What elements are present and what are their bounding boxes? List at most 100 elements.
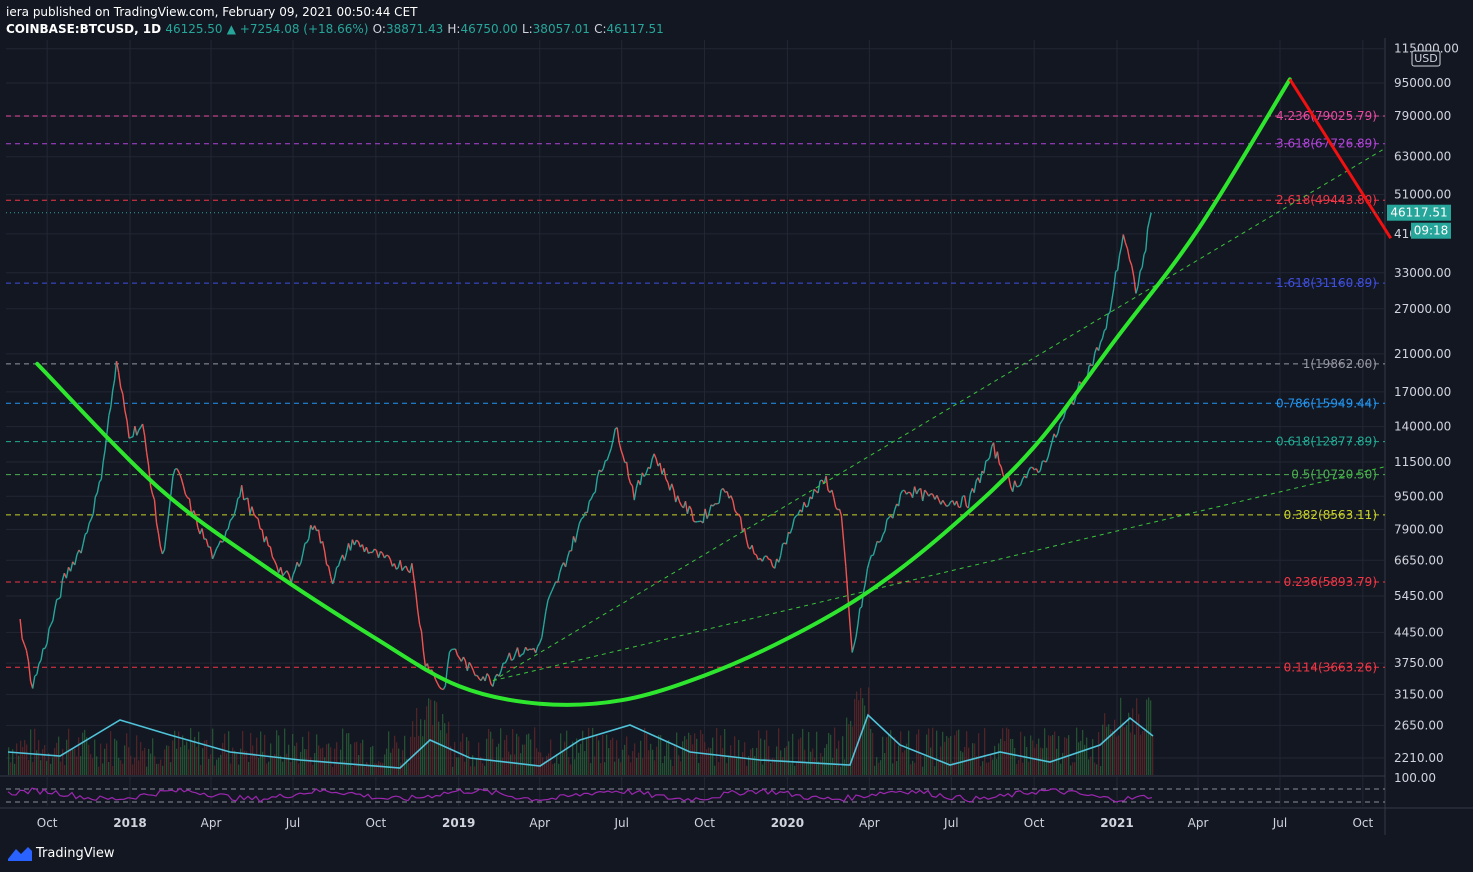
fib-level-label: 0.618(12877.89) bbox=[1276, 435, 1377, 449]
volume-bar bbox=[296, 742, 298, 775]
price-candle bbox=[353, 539, 358, 546]
price-candle bbox=[23, 643, 28, 651]
volume-bar bbox=[262, 751, 264, 775]
price-candle bbox=[136, 429, 140, 436]
volume-bar bbox=[986, 762, 988, 775]
volume-bar bbox=[822, 756, 824, 775]
y-tick-label: 51000.00 bbox=[1394, 188, 1451, 202]
volume-bar bbox=[142, 750, 144, 775]
volume-bar bbox=[368, 764, 370, 775]
cup-curve[interactable] bbox=[35, 77, 1292, 707]
volume-bar bbox=[84, 729, 86, 775]
volume-bar bbox=[126, 733, 128, 775]
tradingview-brand[interactable]: TradingView bbox=[8, 845, 115, 861]
x-tick-label: Oct bbox=[37, 816, 58, 830]
volume-bar bbox=[980, 766, 982, 775]
price-candle bbox=[61, 573, 65, 581]
x-tick-label: 2019 bbox=[442, 816, 475, 830]
price-candle bbox=[280, 567, 284, 576]
price-candle bbox=[541, 624, 545, 638]
price-candle bbox=[149, 485, 154, 495]
price-candle bbox=[673, 490, 677, 503]
price-candle bbox=[706, 512, 710, 519]
volume-bar bbox=[554, 763, 556, 775]
volume-bar bbox=[558, 763, 560, 775]
high-label: H: bbox=[447, 22, 461, 36]
symbol-name[interactable]: COINBASE:BTCUSD, 1D bbox=[6, 22, 162, 36]
volume-bar bbox=[272, 755, 274, 775]
volume-bar bbox=[24, 740, 26, 775]
volume-bar bbox=[1084, 744, 1086, 775]
projection-line[interactable] bbox=[1288, 78, 1393, 240]
volume-bar bbox=[798, 739, 800, 775]
currency-badge[interactable] bbox=[1411, 50, 1441, 67]
volume-bar bbox=[212, 728, 214, 775]
volume-bar bbox=[1136, 698, 1138, 775]
price-candle bbox=[659, 462, 663, 475]
volume-bar bbox=[488, 729, 490, 775]
price-candle bbox=[286, 570, 290, 576]
volume-bar bbox=[160, 759, 162, 775]
volume-ma-line bbox=[7, 713, 1154, 769]
price-candle bbox=[508, 652, 513, 661]
price-candle bbox=[751, 545, 755, 554]
volume-bar bbox=[828, 732, 830, 775]
trendline-lower[interactable] bbox=[492, 466, 1386, 682]
volume-bar bbox=[122, 763, 124, 775]
price-candle bbox=[948, 501, 952, 506]
volume-bar bbox=[894, 737, 896, 775]
price-candle bbox=[712, 503, 716, 507]
volume-bar bbox=[606, 734, 608, 775]
volume-bar bbox=[634, 743, 636, 775]
y-tick-label: 14000.00 bbox=[1394, 420, 1451, 434]
price-candle bbox=[446, 652, 451, 668]
price-candle bbox=[516, 647, 521, 658]
price-candle bbox=[357, 541, 362, 548]
volume-bar bbox=[874, 765, 876, 775]
price-candle bbox=[586, 501, 590, 513]
volume-bar bbox=[136, 735, 138, 775]
trendline-upper[interactable] bbox=[492, 147, 1386, 682]
price-candle bbox=[56, 598, 59, 601]
volume-bar bbox=[812, 748, 814, 775]
volume-bar bbox=[1152, 735, 1154, 775]
price-candle bbox=[52, 608, 56, 621]
price-candle bbox=[368, 551, 371, 555]
volume-bar bbox=[642, 758, 644, 775]
y-tick-label: 17000.00 bbox=[1394, 385, 1451, 399]
price-candle bbox=[380, 550, 383, 554]
price-candle bbox=[545, 600, 549, 612]
price-candle bbox=[417, 610, 421, 625]
price-candle bbox=[588, 498, 592, 502]
price-candle bbox=[610, 439, 614, 449]
volume-bar bbox=[184, 745, 186, 775]
price-candle bbox=[405, 565, 409, 572]
volume-bar bbox=[992, 759, 994, 775]
volume-bar bbox=[780, 750, 782, 775]
price-candle bbox=[1045, 456, 1049, 463]
volume-bar bbox=[546, 755, 548, 775]
tradingview-logo-icon bbox=[8, 847, 32, 861]
price-candle bbox=[209, 546, 214, 560]
price-candle bbox=[32, 675, 36, 689]
y-tick-label: 79000.00 bbox=[1394, 109, 1451, 123]
price-candle bbox=[942, 499, 946, 505]
x-tick-label: Apr bbox=[529, 816, 550, 830]
volume-bar bbox=[1032, 740, 1034, 775]
price-candle bbox=[649, 459, 653, 469]
volume-bar bbox=[570, 764, 572, 775]
price-candle bbox=[86, 522, 90, 533]
volume-bar bbox=[888, 734, 890, 775]
price-candle bbox=[215, 544, 220, 549]
x-tick-label: 2021 bbox=[1100, 816, 1133, 830]
price-candle bbox=[476, 675, 480, 680]
volume-bar bbox=[362, 739, 364, 775]
indicator-tick-label: 100.00 bbox=[1394, 771, 1436, 785]
volume-bar bbox=[94, 739, 96, 775]
y-tick-label: 11500.00 bbox=[1394, 455, 1451, 469]
volume-bar bbox=[686, 739, 688, 775]
price-candle bbox=[1027, 467, 1032, 472]
price-candle bbox=[769, 559, 774, 567]
volume-bar bbox=[614, 761, 616, 775]
